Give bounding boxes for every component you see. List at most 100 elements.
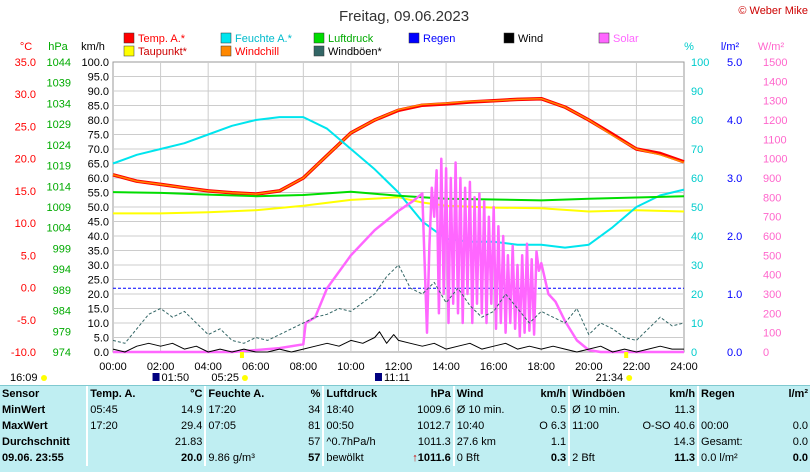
- axis-tick-label-solar: 1000: [763, 154, 787, 166]
- stats-header: km/h: [669, 388, 696, 400]
- sun-marker: [624, 352, 629, 358]
- axis-tick-label-solar: 0: [763, 347, 769, 359]
- legend-label: Wind: [518, 33, 543, 45]
- x-tick-label: 04:00: [194, 361, 222, 373]
- axis-unit-pressure: hPa: [48, 41, 68, 53]
- cell: 0.0: [792, 420, 808, 432]
- axis-tick-label-rain: 1.0: [727, 289, 742, 301]
- axis-tick-label-wind: 70.0: [88, 144, 109, 156]
- stats-header: Luftdruck: [322, 386, 393, 402]
- cell: Ø 10 min.: [452, 402, 519, 418]
- axis-tick-label-pressure: 989: [53, 285, 71, 297]
- marker-label: 16:09: [10, 372, 38, 384]
- sun-icon: [626, 375, 633, 381]
- axis-tick-label-wind: 5.0: [94, 333, 109, 345]
- axis-unit-humidity: %: [684, 41, 694, 53]
- axis-tick-label-wind: 95.0: [88, 72, 109, 84]
- axis-tick-label-pressure: 974: [53, 347, 71, 359]
- axis-tick-label-solar: 600: [763, 231, 781, 243]
- axis-tick-label-rain: 4.0: [727, 115, 742, 127]
- pressure-current: 1011.6: [417, 452, 451, 464]
- axis-tick-label-solar: 700: [763, 212, 781, 224]
- axis-tick-label-solar: 1100: [763, 134, 787, 146]
- row-label: MaxWert: [2, 420, 48, 432]
- cell: 14.9: [181, 404, 203, 416]
- marker-label: 21:34: [596, 372, 624, 384]
- axis-tick-label-pressure: 999: [53, 243, 71, 255]
- axis-tick-label-humidity: 30: [691, 260, 703, 272]
- marker-label: 01:50: [162, 372, 190, 384]
- axis-unit-temp: °C: [20, 41, 32, 53]
- cell: 1.1: [550, 436, 567, 448]
- axis-tick-label-solar: 1200: [763, 115, 787, 127]
- cell: 17:20: [86, 418, 147, 434]
- cell: 34: [308, 404, 321, 416]
- axis-tick-label-wind: 10.0: [88, 318, 109, 330]
- sun-marker: [239, 352, 244, 358]
- legend-label: Luftdruck: [328, 33, 374, 45]
- stats-row-max: MaxWert 17:20 29.4 07:05 81 00:50 1012.7…: [0, 418, 810, 434]
- stats-header: Feuchte A.: [204, 386, 280, 402]
- cell: [568, 434, 641, 450]
- legend-label: Solar: [613, 33, 639, 45]
- cell: 1009.6: [417, 404, 451, 416]
- axis-tick-label-solar: 300: [763, 289, 781, 301]
- cell: [697, 402, 769, 418]
- cell: 29.4: [181, 420, 203, 432]
- legend-swatch: [503, 32, 515, 44]
- axis-tick-label-temp: 0.0: [21, 283, 36, 295]
- series-line: [113, 196, 685, 215]
- x-tick-label: 08:00: [290, 361, 318, 373]
- axis-tick-label-solar: 1400: [763, 76, 787, 88]
- axis-tick-label-pressure: 979: [53, 326, 71, 338]
- cell: 05:45: [86, 402, 147, 418]
- axis-tick-label-humidity: 10: [691, 318, 703, 330]
- axis-tick-label-solar: 100: [763, 328, 781, 340]
- legend-swatch: [598, 32, 610, 44]
- axis-tick-label-temp: 25.0: [15, 121, 36, 133]
- legend-swatch: [123, 45, 135, 57]
- x-tick-label: 22:00: [623, 361, 651, 373]
- stats-header: Regen: [697, 386, 769, 402]
- cell: 17:20: [204, 402, 280, 418]
- cell: 10:40: [452, 418, 519, 434]
- x-axis: 00:00 02:00 04:00 06:00 08:00 10:00 12:00 14:00…: [99, 361, 698, 373]
- axis-tick-label-wind: 20.0: [88, 289, 109, 301]
- axes: 35.0 30.0 25.0 20.0 15.0 10.0 5.0 0.0 -5.0 -10.0 °…: [11, 41, 788, 359]
- series-line: [113, 157, 684, 354]
- x-tick-label: 18:00: [527, 361, 555, 373]
- axis-tick-label-wind: 55.0: [88, 188, 109, 200]
- axis-tick-label-pressure: 984: [53, 306, 71, 318]
- cell: 1011.3: [417, 436, 451, 448]
- axis-tick-label-solar: 900: [763, 173, 781, 185]
- row-label: Durchschnitt: [2, 436, 70, 448]
- axis-tick-label-temp: 5.0: [21, 250, 36, 262]
- axis-tick-label-pressure: 1009: [47, 202, 71, 214]
- cell: [204, 434, 280, 450]
- legend-swatch: [123, 32, 135, 44]
- sun-icon: [241, 375, 248, 381]
- axis-tick-label-temp: 20.0: [15, 154, 36, 166]
- legend-label: Regen: [423, 33, 455, 45]
- axis-tick-label-solar: 400: [763, 270, 781, 282]
- x-tick-label: 14:00: [432, 361, 460, 373]
- legend-label: Windchill: [235, 46, 279, 58]
- axis-tick-label-wind: 60.0: [88, 173, 109, 185]
- cell: O 6.3: [539, 420, 567, 432]
- x-tick-label: 00:00: [99, 361, 127, 373]
- axis-tick-label-rain: 3.0: [727, 173, 742, 185]
- x-tick-label: 10:00: [337, 361, 365, 373]
- stats-header: Wind: [452, 386, 519, 402]
- axis-tick-label-pressure: 994: [53, 264, 71, 276]
- axis-tick-label-temp: -5.0: [17, 315, 36, 327]
- axis-tick-label-wind: 45.0: [88, 217, 109, 229]
- axis-tick-label-wind: 65.0: [88, 159, 109, 171]
- cell: 9.86 g/m³: [204, 450, 280, 466]
- axis-tick-label-pressure: 1029: [47, 119, 71, 131]
- cell: 20.0: [181, 452, 203, 464]
- x-tick-label: 06:00: [242, 361, 270, 373]
- x-tick-label: 02:00: [147, 361, 175, 373]
- cell: 0.0 l/m²: [697, 450, 769, 466]
- axis-tick-label-rain: 0.0: [727, 347, 742, 359]
- axis-tick-label-solar: 200: [763, 308, 781, 320]
